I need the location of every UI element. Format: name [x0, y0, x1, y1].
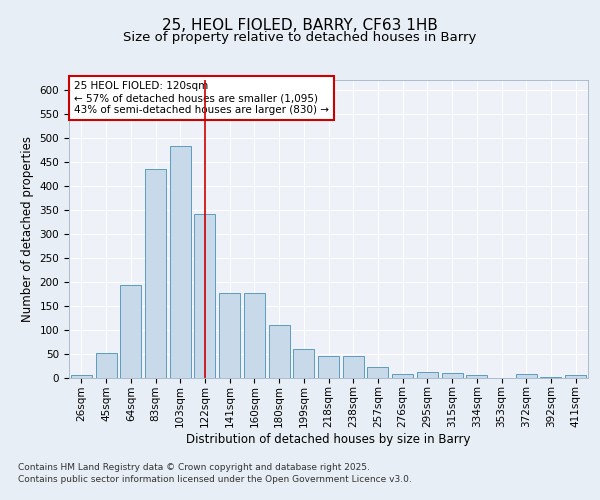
Bar: [95, 352, 116, 378]
Text: 25 HEOL FIOLED: 120sqm
← 57% of detached houses are smaller (1,095)
43% of semi-: 25 HEOL FIOLED: 120sqm ← 57% of detached…: [74, 82, 329, 114]
Bar: [293, 348, 314, 378]
Bar: [219, 293, 240, 378]
Bar: [269, 324, 290, 378]
Bar: [343, 356, 364, 378]
Bar: [541, 376, 562, 378]
Y-axis label: Number of detached properties: Number of detached properties: [21, 136, 34, 322]
Bar: [417, 372, 438, 378]
Bar: [442, 372, 463, 378]
Bar: [466, 375, 487, 378]
Text: Contains public sector information licensed under the Open Government Licence v3: Contains public sector information licen…: [18, 475, 412, 484]
Bar: [565, 375, 586, 378]
Bar: [145, 169, 166, 378]
Bar: [392, 374, 413, 378]
Bar: [194, 214, 215, 378]
Bar: [244, 293, 265, 378]
Bar: [516, 374, 537, 378]
Bar: [318, 356, 339, 378]
Text: Contains HM Land Registry data © Crown copyright and database right 2025.: Contains HM Land Registry data © Crown c…: [18, 462, 370, 471]
Text: Size of property relative to detached houses in Barry: Size of property relative to detached ho…: [124, 31, 476, 44]
Bar: [170, 146, 191, 378]
Bar: [71, 375, 92, 378]
Text: 25, HEOL FIOLED, BARRY, CF63 1HB: 25, HEOL FIOLED, BARRY, CF63 1HB: [162, 18, 438, 32]
X-axis label: Distribution of detached houses by size in Barry: Distribution of detached houses by size …: [186, 433, 471, 446]
Bar: [367, 368, 388, 378]
Bar: [120, 286, 141, 378]
